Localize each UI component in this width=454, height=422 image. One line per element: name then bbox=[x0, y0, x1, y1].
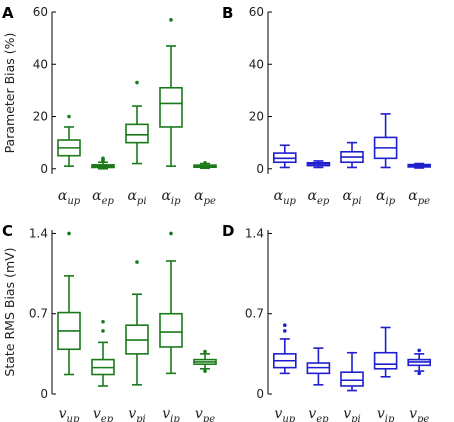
y-tick-label: 1.4 bbox=[245, 226, 264, 240]
x-tick-label: vpe bbox=[195, 406, 215, 422]
panel-label: C bbox=[2, 222, 13, 240]
panel-label: A bbox=[2, 4, 14, 22]
outlier-point bbox=[169, 231, 173, 236]
outlier-point bbox=[135, 80, 139, 85]
box-v-pe bbox=[193, 349, 217, 373]
box-v-pi bbox=[340, 351, 364, 392]
box-v-ep bbox=[91, 319, 115, 387]
outlier-point bbox=[169, 18, 173, 22]
panel-label: B bbox=[222, 4, 233, 22]
box-α-ep bbox=[306, 160, 331, 169]
outlier-point bbox=[135, 260, 139, 264]
outlier-point bbox=[67, 114, 71, 119]
panel-label: D bbox=[222, 222, 234, 240]
box-α-up bbox=[57, 114, 81, 167]
box-α-pe bbox=[193, 160, 217, 170]
outlier-point bbox=[203, 349, 207, 354]
y-tick-label: 0 bbox=[40, 162, 48, 176]
x-tick-label: αip bbox=[376, 188, 396, 207]
y-tick-label: 60 bbox=[249, 5, 264, 19]
y-tick-label: 1.4 bbox=[29, 226, 48, 240]
outlier-point bbox=[101, 156, 105, 161]
box-v-up bbox=[57, 231, 81, 376]
x-tick-label: vep bbox=[308, 406, 329, 422]
x-tick-label: vpe bbox=[409, 406, 429, 422]
box-iqr bbox=[159, 312, 183, 348]
panel-d: D 0 0.7 1.4 vup vep vpi vip vpe bbox=[222, 222, 432, 422]
box-v-ep bbox=[306, 347, 331, 386]
box-iqr bbox=[125, 123, 149, 144]
box-α-ep bbox=[91, 156, 115, 170]
x-tick-label: αpe bbox=[408, 188, 430, 207]
outlier-point bbox=[417, 371, 422, 376]
panel-b: B 0 20 40 60 αup αep αpi αip αpe bbox=[222, 4, 432, 207]
x-tick-label: αip bbox=[161, 188, 181, 207]
box-α-pi bbox=[125, 80, 149, 165]
y-tick-label: 40 bbox=[33, 57, 48, 71]
y-tick-label: 0.7 bbox=[29, 307, 48, 321]
outlier-point bbox=[283, 329, 287, 333]
y-tick-label: 20 bbox=[33, 110, 48, 124]
box-iqr bbox=[159, 86, 183, 128]
outlier-point bbox=[417, 348, 422, 353]
x-tick-label: αep bbox=[92, 188, 114, 207]
x-tick-label: αup bbox=[58, 188, 81, 207]
y-tick-label: 20 bbox=[249, 110, 264, 124]
box-v-ip bbox=[159, 231, 183, 375]
outlier-point bbox=[67, 231, 71, 236]
box-v-pi bbox=[125, 260, 149, 386]
y-tick-label: 0 bbox=[256, 162, 264, 176]
y-tick-label: 0 bbox=[256, 387, 264, 401]
x-tick-label: αpi bbox=[342, 188, 361, 207]
x-tick-label: αpi bbox=[127, 188, 146, 207]
box-α-pi bbox=[340, 141, 364, 169]
y-tick-label: 0.7 bbox=[245, 307, 264, 321]
y-tick-label: 0 bbox=[40, 387, 48, 401]
y-tick-label: 60 bbox=[33, 5, 48, 19]
x-tick-label: αep bbox=[308, 188, 330, 207]
x-tick-label: vup bbox=[59, 406, 80, 422]
box-α-ip bbox=[159, 18, 183, 167]
x-tick-label: αpe bbox=[194, 188, 216, 207]
box-α-up bbox=[272, 144, 297, 169]
y-axis-label: Parameter Bias (%) bbox=[2, 33, 17, 154]
y-axis-label: State RMS Bias (mV) bbox=[2, 247, 17, 376]
outlier-point bbox=[203, 369, 207, 373]
outlier-point bbox=[283, 323, 287, 327]
box-v-pe bbox=[407, 348, 432, 376]
panel-a: A 0 20 40 60 Parameter Bias (%) αup αep αpi αip αp… bbox=[2, 4, 217, 207]
box-iqr bbox=[373, 351, 398, 370]
x-tick-label: vep bbox=[93, 406, 114, 422]
box-v-up bbox=[272, 323, 297, 375]
x-tick-label: vip bbox=[377, 406, 395, 422]
outlier-point bbox=[101, 329, 105, 333]
outlier-point bbox=[101, 319, 105, 324]
box-v-ip bbox=[373, 326, 398, 378]
y-tick-label: 40 bbox=[249, 57, 264, 71]
x-tick-label: vip bbox=[162, 406, 180, 422]
x-tick-label: αup bbox=[274, 188, 297, 207]
outlier-point bbox=[203, 160, 207, 165]
box-α-pe bbox=[407, 162, 432, 169]
x-tick-label: vpi bbox=[128, 406, 146, 422]
box-iqr bbox=[340, 371, 364, 387]
panel-c: C 0 0.7 1.4 State RMS Bias (mV) vup vep vpi vip v… bbox=[2, 222, 217, 422]
x-tick-label: vpi bbox=[343, 406, 361, 422]
x-tick-label: vup bbox=[274, 406, 295, 422]
box-α-ip bbox=[373, 113, 398, 169]
